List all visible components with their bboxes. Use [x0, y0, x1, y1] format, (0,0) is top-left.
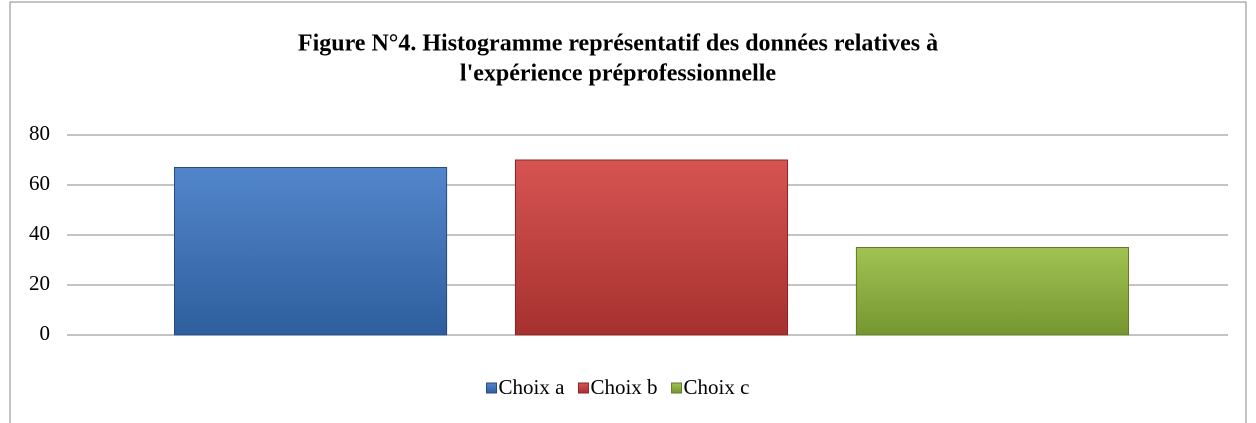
chart-title: Figure N°4. Histogramme représentatif de…	[298, 31, 938, 57]
legend-label: Choix c	[684, 375, 750, 399]
y-tick-label: 20	[29, 271, 50, 295]
legend-swatch	[486, 382, 498, 394]
bar	[173, 167, 448, 336]
legend-swatch	[577, 382, 589, 394]
bar	[855, 247, 1130, 336]
y-tick-label: 40	[29, 221, 50, 245]
legend-label: Choix a	[499, 375, 566, 399]
y-tick-label: 60	[29, 171, 50, 195]
legend-label: Choix b	[590, 375, 657, 399]
legend-swatch	[671, 382, 683, 394]
y-tick-label: 0	[40, 321, 51, 345]
bar	[514, 159, 789, 336]
chart-title: l'expérience préprofessionnelle	[460, 61, 777, 87]
y-tick-label: 80	[29, 121, 50, 145]
